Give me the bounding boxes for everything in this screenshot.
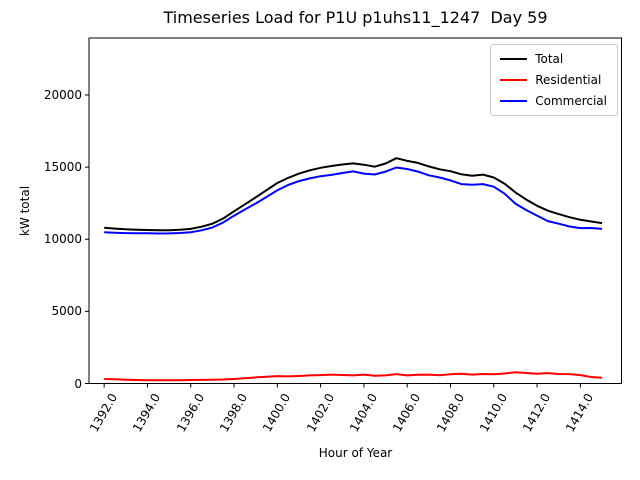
legend-item-commercial: Commercial (500, 94, 607, 108)
axes-frame (88, 37, 622, 384)
legend-line-icon (500, 79, 528, 81)
legend-label: Residential (535, 73, 602, 87)
series-line-residential (104, 371, 603, 382)
legend-label: Total (535, 52, 564, 66)
legend-line-icon (500, 100, 528, 102)
legend-line-icon (500, 58, 528, 60)
legend-item-residential: Residential (500, 73, 607, 87)
legend-label: Commercial (535, 94, 607, 108)
y-tick-label: 20000 (43, 87, 82, 102)
y-tick-label: 10000 (43, 232, 82, 247)
y-tick-label: 0 (74, 376, 82, 391)
chart-title: Timeseries Load for P1U p1uhs11_1247 Day… (163, 8, 548, 27)
x-axis-label: Hour of Year (318, 446, 393, 460)
y-tick-label: 15000 (43, 160, 82, 175)
legend: Total Residential Commercial (490, 44, 618, 116)
y-tick-label: 5000 (51, 304, 82, 319)
legend-item-total: Total (500, 52, 607, 66)
series-line-total (104, 157, 603, 232)
series-line-commercial (104, 166, 603, 235)
